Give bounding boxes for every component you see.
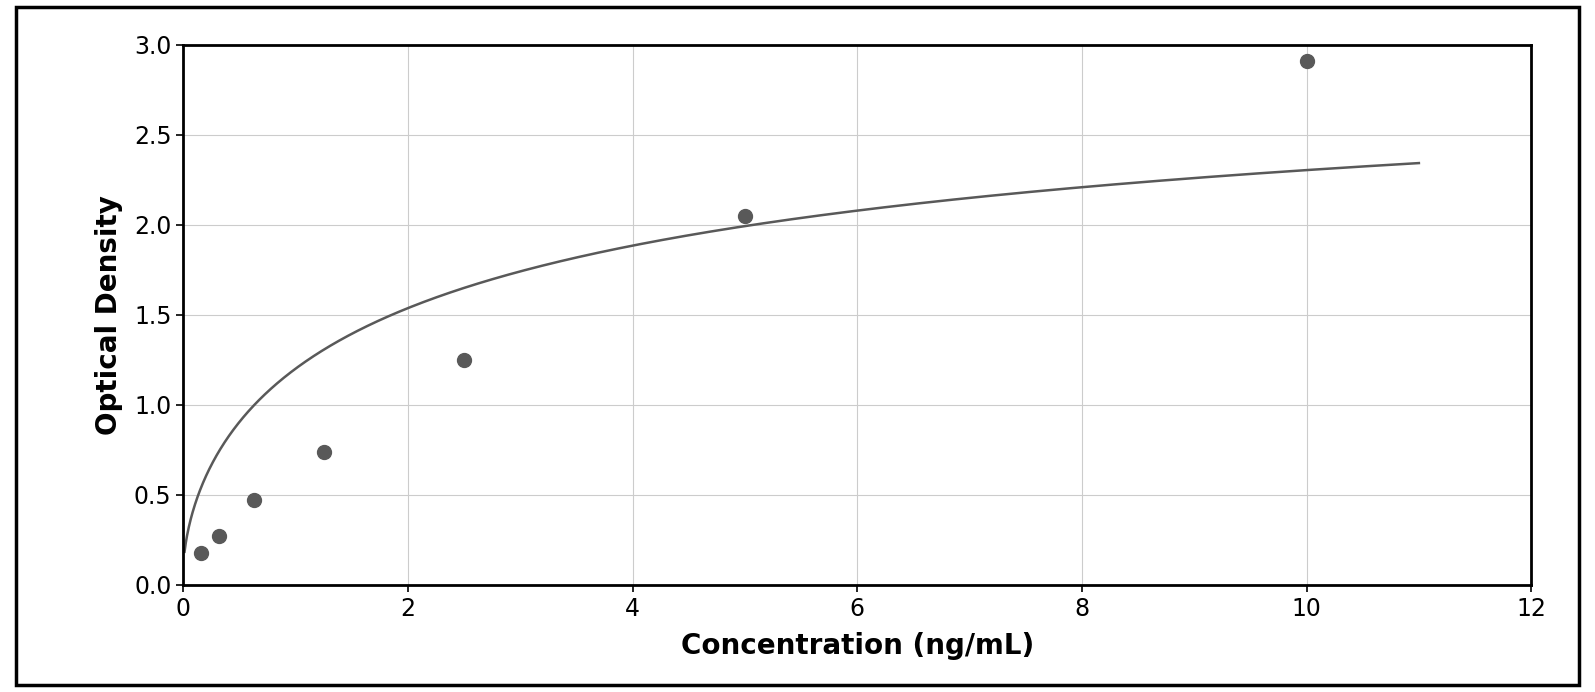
Point [1294,55,1319,66]
X-axis label: Concentration (ng/mL): Concentration (ng/mL) [681,632,1034,659]
Y-axis label: Optical Density: Optical Density [94,195,123,435]
Point [206,531,231,542]
Point [311,446,337,457]
Point [732,210,758,221]
Point [188,548,214,559]
Point [241,495,266,506]
Point [451,354,477,365]
